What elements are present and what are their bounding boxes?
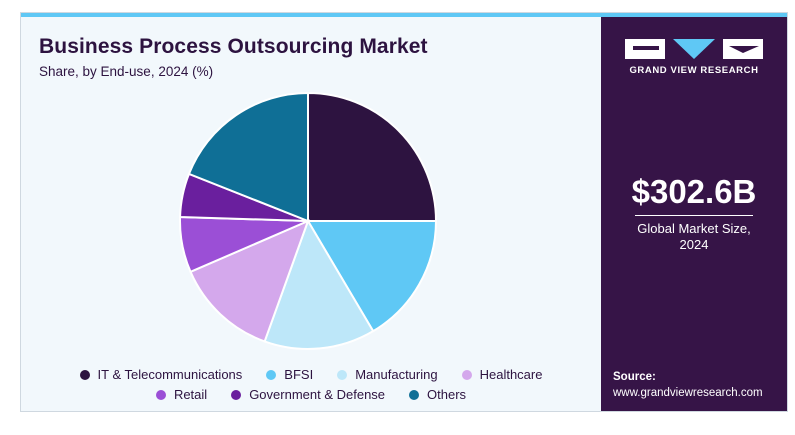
legend-swatch bbox=[266, 369, 277, 380]
chart-title: Business Process Outsourcing Market bbox=[39, 35, 428, 58]
infographic-card: Business Process Outsourcing Market Shar… bbox=[20, 12, 788, 412]
legend-label: Manufacturing bbox=[355, 367, 438, 382]
market-size-label: Global Market Size, 2024 bbox=[601, 221, 787, 253]
pie-slice-healthcare bbox=[189, 219, 310, 343]
pie-slice-manufacturing bbox=[263, 218, 375, 350]
legend-swatch bbox=[409, 389, 420, 400]
legend-row-2: Retail Government & Defense Others bbox=[21, 387, 601, 402]
legend-row-1: IT & Telecommunications BFSI Manufacturing… bbox=[21, 367, 601, 382]
legend-item-others: Others bbox=[409, 387, 466, 402]
legend-item-manufacturing: Manufacturing bbox=[337, 367, 438, 382]
legend-swatch bbox=[461, 369, 472, 380]
legend-label: BFSI bbox=[284, 367, 314, 382]
legend-swatch bbox=[231, 389, 242, 400]
market-size-label-line1: Global Market Size, bbox=[637, 221, 751, 236]
grand-view-research-logo bbox=[625, 39, 763, 59]
legend-item-healthcare: Healthcare bbox=[461, 367, 543, 382]
legend-item-government-defense: Government & Defense bbox=[231, 387, 385, 402]
source-link[interactable]: www.grandviewresearch.com bbox=[613, 387, 763, 399]
pie-slice-it-telecommunications bbox=[307, 91, 438, 222]
legend-swatch bbox=[79, 369, 90, 380]
legend-label: Others bbox=[427, 387, 467, 402]
stats-panel: GRAND VIEW RESEARCH $302.6B Global Marke… bbox=[601, 13, 787, 411]
market-size-label-line2: 2024 bbox=[679, 237, 709, 252]
source-label: Source: bbox=[613, 371, 656, 383]
pie-chart bbox=[179, 91, 438, 350]
logo-wordmark: GRAND VIEW RESEARCH bbox=[629, 65, 759, 76]
legend-label: IT & Telecommunications bbox=[97, 367, 243, 382]
legend-label: Retail bbox=[173, 387, 208, 402]
stat-divider bbox=[635, 215, 753, 216]
legend-item-retail: Retail bbox=[155, 387, 208, 402]
legend-item-bfsi: BFSI bbox=[266, 367, 313, 382]
legend-label: Government & Defense bbox=[249, 387, 386, 402]
legend-swatch bbox=[337, 369, 348, 380]
chart-panel: Business Process Outsourcing Market Shar… bbox=[21, 13, 601, 411]
pie-slice-bfsi bbox=[306, 220, 438, 333]
legend-item-it-telecommunications: IT & Telecommunications bbox=[79, 367, 243, 382]
pie-slice-others bbox=[187, 91, 309, 223]
legend-swatch bbox=[155, 389, 166, 400]
chart-subtitle: Share, by End-use, 2024 (%) bbox=[39, 64, 214, 79]
legend-label: Healthcare bbox=[479, 367, 543, 382]
market-size-value: $302.6B bbox=[631, 173, 757, 210]
